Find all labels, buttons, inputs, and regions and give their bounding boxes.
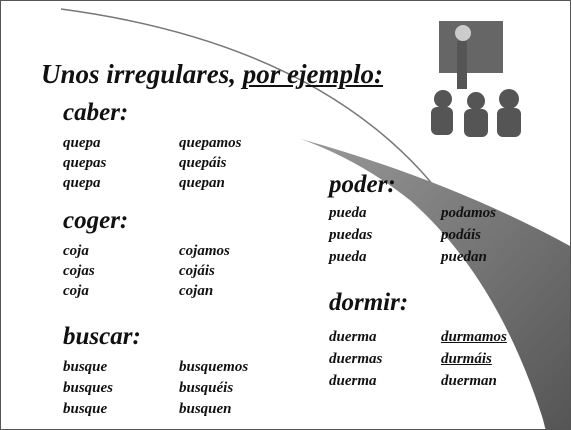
verb-form: puedas (329, 227, 373, 243)
verb-heading: poder: (329, 171, 396, 198)
teacher-icon (431, 21, 521, 137)
slide-title: Unos irregulares, por ejemplo: (41, 59, 383, 90)
title-lead: Unos irregulares, (41, 59, 243, 89)
verb-form: quepamos (179, 135, 242, 151)
verb-form: duermas (329, 351, 383, 367)
verb-form: quepa (63, 175, 101, 191)
verb-form: durmáis (441, 351, 492, 367)
verb-form: coja (63, 243, 89, 259)
verb-form: busquemos (179, 359, 249, 375)
verb-form: podamos (441, 205, 497, 221)
verb-form: duerma (329, 373, 377, 389)
verb-form: pueda (329, 205, 367, 221)
verb-heading: dormir: (329, 289, 409, 316)
verb-form: cojan (179, 283, 214, 299)
verb-form: cojáis (179, 263, 215, 279)
verb-heading: buscar: (63, 323, 141, 350)
sweep-shape (301, 139, 570, 429)
verb-form: coja (63, 283, 89, 299)
verb-form: quepas (63, 155, 107, 171)
verb-form: quepa (63, 135, 101, 151)
verb-form: quepáis (179, 155, 227, 171)
verb-heading: coger: (63, 207, 129, 234)
verb-form: pueda (329, 249, 367, 265)
verb-form: podáis (441, 227, 482, 243)
verb-form: puedan (441, 249, 487, 265)
verb-form: cojamos (179, 243, 230, 259)
verb-form: duerman (441, 373, 497, 389)
verb-form: busques (63, 380, 114, 396)
verb-form: busquen (179, 401, 232, 417)
verb-form: busquéis (179, 380, 234, 396)
verb-form: duerma (329, 329, 377, 345)
verb-form: durmamos (441, 329, 507, 345)
title-underlined: por ejemplo: (242, 59, 384, 89)
verb-form: cojas (63, 263, 95, 279)
verb-form: quepan (179, 175, 225, 191)
verb-form: busque (63, 401, 108, 417)
verb-form: busque (63, 359, 108, 375)
verb-heading: caber: (63, 99, 129, 126)
